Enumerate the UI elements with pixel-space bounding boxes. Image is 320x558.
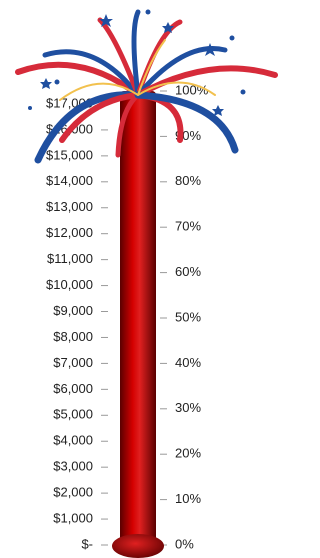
y2-tick-label: 60% xyxy=(175,264,201,279)
y-tick-label: $8,000 xyxy=(53,329,93,344)
y-tick-label: $7,000 xyxy=(53,355,93,370)
y2-tick-label: 40% xyxy=(175,355,201,370)
y-tick-label: $9,000 xyxy=(53,303,93,318)
y-tick-label: $13,000 xyxy=(46,199,93,214)
y-tick-label: $- xyxy=(81,536,93,551)
y2-tick-label: 80% xyxy=(175,173,201,188)
y-tick-label: $5,000 xyxy=(53,407,93,422)
y-tick-label: $10,000 xyxy=(46,277,93,292)
y-tick-label: $4,000 xyxy=(53,433,93,448)
y2-tick-label: 0% xyxy=(175,536,194,551)
y2-tick-label: 70% xyxy=(175,219,201,234)
thermometer-bar xyxy=(120,91,156,545)
y2-tick-label: 10% xyxy=(175,491,201,506)
y-tick-label: $11,000 xyxy=(47,251,93,266)
y-tick-label: $3,000 xyxy=(53,459,93,474)
y-tick-label: $12,000 xyxy=(46,225,93,240)
y-tick-label: $15,000 xyxy=(46,147,93,162)
y-tick-label: $14,000 xyxy=(46,173,93,188)
y2-tick-label: 30% xyxy=(175,400,201,415)
thermometer-bulb xyxy=(112,534,164,558)
chart: $- $1,000 $2,000 $3,000 $4,000 $5,000 $6,000 $7… xyxy=(0,0,281,558)
y-tick-label: $2,000 xyxy=(53,485,93,500)
y2-tick-label: 20% xyxy=(175,446,201,461)
y-tick-label: $1,000 xyxy=(53,510,93,525)
y2-tick-label: 50% xyxy=(175,309,201,324)
y-tick-label: $6,000 xyxy=(53,381,93,396)
plot-area: $- $1,000 $2,000 $3,000 $4,000 $5,000 $6,000 $7… xyxy=(46,82,209,558)
